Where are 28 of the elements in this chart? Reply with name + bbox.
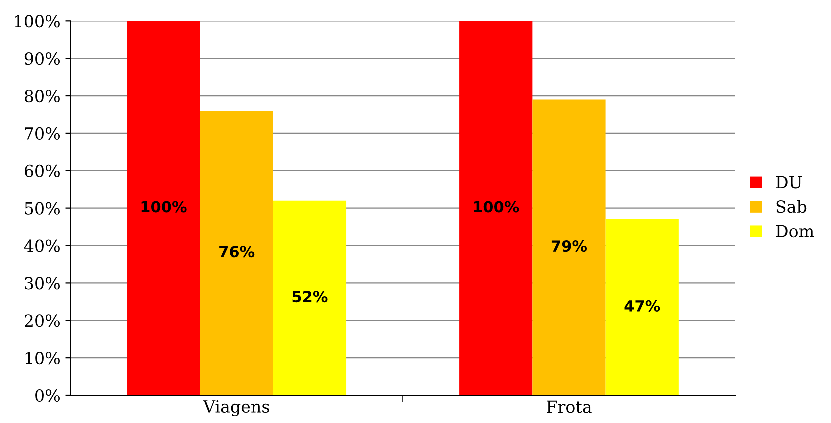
y-tick-label: 60% [24, 164, 60, 178]
bar [460, 21, 533, 396]
y-tick-label: 50% [25, 202, 60, 215]
legend-label: Dom [776, 225, 814, 238]
y-tick-label: 10% [26, 352, 60, 365]
bar [200, 110, 274, 396]
data-label: 100% [142, 201, 187, 213]
data-label: 76% [220, 246, 255, 258]
y-tick-label: 90% [24, 52, 60, 66]
y-tick-label: 70% [25, 127, 60, 140]
y-tick-label: 40% [24, 240, 60, 252]
y-tick-label: 20% [25, 314, 60, 328]
y-tick-label: 100% [15, 15, 60, 28]
data-label: 52% [292, 291, 328, 303]
legend-label: Sab [776, 200, 807, 214]
y-tick-label: 30% [25, 277, 60, 290]
bar [606, 220, 679, 396]
legend-label: DU [776, 176, 802, 189]
data-label: 47% [624, 300, 660, 312]
data-label: 100% [474, 201, 520, 213]
x-tick-label: Viagens [203, 400, 270, 416]
bar [273, 200, 347, 396]
bar [127, 21, 200, 396]
y-tick-label: 80% [24, 90, 60, 103]
y-tick-label: 0% [36, 389, 60, 402]
bar [532, 100, 606, 396]
data-label: 79% [552, 240, 588, 252]
x-tick-label: Frota [547, 400, 592, 414]
